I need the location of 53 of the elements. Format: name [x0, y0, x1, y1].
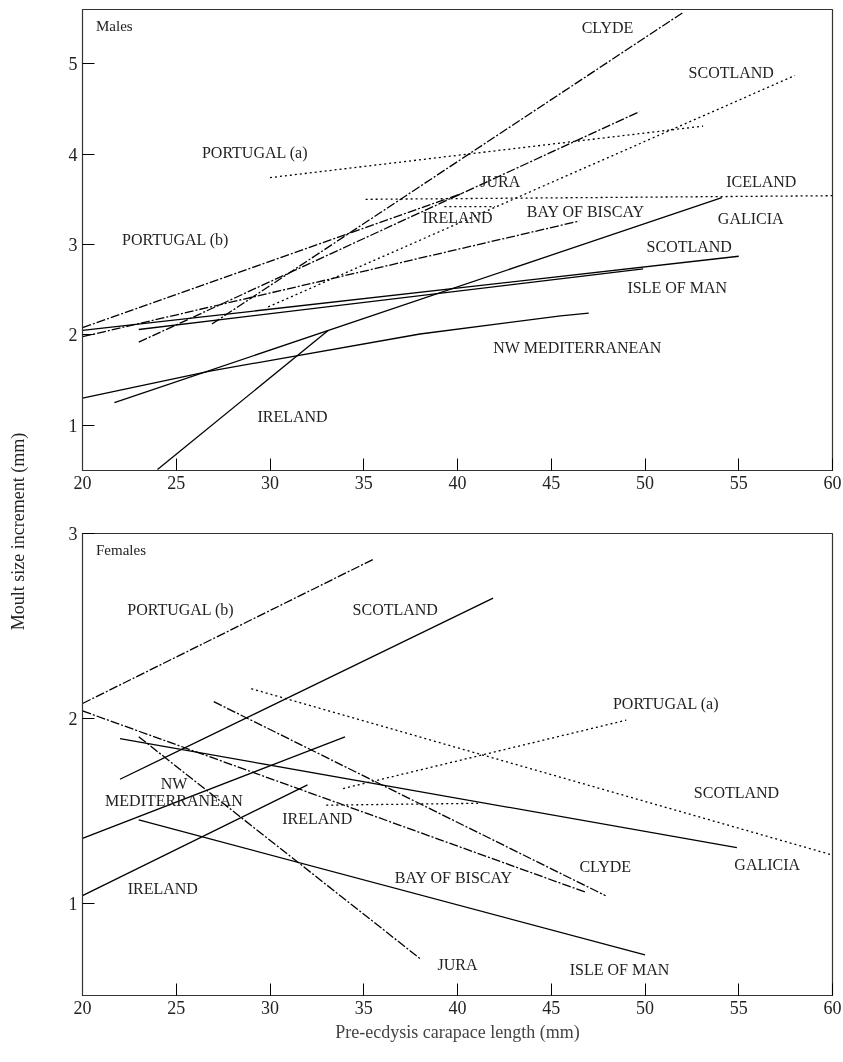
annotation: JURA	[480, 173, 521, 191]
x-tick-label: 30	[261, 997, 279, 1018]
y-tick-label: 3	[68, 235, 78, 256]
text: Females	[96, 541, 147, 558]
annotation: GALICIA	[734, 855, 801, 873]
annotation: PORTUGAL (b)	[127, 600, 234, 619]
x-tick-label: 60	[823, 472, 842, 493]
x-tick-label: 20	[73, 472, 92, 493]
annotation: NW MEDITERRANEAN	[493, 338, 662, 356]
annotation: SCOTLAND	[646, 237, 732, 255]
annotation: ICELAND	[726, 172, 797, 190]
y-tick-label: 1	[68, 415, 78, 436]
annotation: IRELAND	[257, 407, 328, 425]
x-tick-label: 40	[448, 997, 467, 1018]
annotation: ISLE OF MAN	[627, 278, 728, 296]
annotation: CLYDE	[579, 857, 632, 875]
annotation: CLYDE	[581, 19, 634, 37]
annotation: SCOTLAND	[688, 63, 774, 81]
annotation: BAY OF BISCAY	[394, 868, 513, 886]
annotation: GALICIA	[717, 209, 785, 227]
y-tick-label: 2	[68, 708, 78, 729]
annotation: ISLE OF MAN	[569, 961, 670, 979]
text: Males	[96, 17, 133, 34]
x-tick-label: 25	[167, 472, 186, 493]
annotation: PORTUGAL (a)	[612, 695, 719, 714]
x-tick-label: 35	[354, 472, 373, 493]
annotation: JURA	[437, 955, 478, 973]
x-tick-label: 55	[729, 997, 748, 1018]
x-tick-label: 25	[167, 997, 186, 1018]
y-tick-label: 3	[68, 524, 78, 544]
x-tick-label: 50	[636, 472, 654, 493]
y-tick-label: 5	[68, 54, 78, 75]
x-tick-label: 55	[729, 472, 748, 493]
annotation: IRELAND	[282, 809, 353, 827]
annotation: BAY OF BISCAY	[526, 203, 645, 221]
y-tick-label: 1	[68, 893, 78, 914]
x-tick-label: 45	[542, 472, 561, 493]
x-axis-title: Pre-ecdysis carapace length (mm)	[335, 1021, 580, 1043]
x-tick-label: 20	[73, 997, 92, 1018]
y-axis-title: Moult size increment (mm)	[8, 432, 29, 631]
x-tick-label: 45	[542, 997, 561, 1018]
x-tick-label: 30	[261, 472, 279, 493]
annotation: IRELAND	[127, 879, 198, 897]
x-tick-label: 35	[354, 997, 373, 1018]
x-tick-label: 60	[823, 997, 842, 1018]
x-tick-label: 40	[448, 472, 467, 493]
annotation: SCOTLAND	[693, 783, 780, 801]
annotation: PORTUGAL (b)	[121, 231, 229, 250]
annotation: PORTUGAL (a)	[201, 143, 308, 162]
y-tick-label: 2	[68, 325, 78, 346]
y-tick-label: 4	[68, 144, 78, 165]
x-tick-label: 50	[636, 997, 654, 1018]
annotation: SCOTLAND	[352, 600, 438, 618]
